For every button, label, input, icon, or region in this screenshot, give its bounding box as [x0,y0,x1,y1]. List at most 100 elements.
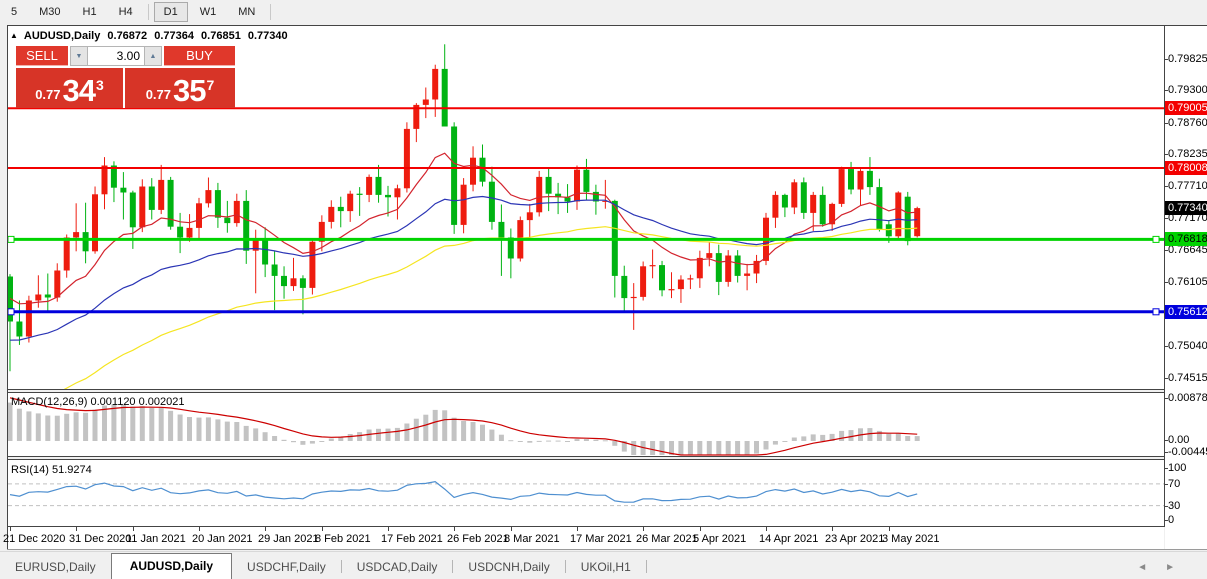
hline-price-label-red: 0.79005 [1165,101,1207,115]
candle-body [186,227,193,238]
candle-body [696,257,703,279]
candle-body [337,206,344,212]
rsi-panel[interactable] [8,460,1164,526]
macd-indicator-label: MACD(12,26,9) 0.001120 0.002021 [11,396,185,408]
macd-bar [262,432,268,441]
timeframe-button-5[interactable]: 5 [11,6,18,18]
macd-bar [678,441,684,455]
timeframe-button-m30[interactable]: M30 [39,6,61,18]
line-handle[interactable] [8,235,15,243]
candle-body [848,169,854,190]
candle-body [659,265,665,291]
candle-body [536,176,543,213]
macd-bar [319,441,325,442]
candle-body [35,294,42,301]
tab-ukoil-h1[interactable]: UKOil,H1 [580,560,631,574]
ohlc-low: 0.76851 [201,30,241,42]
toolbar-separator [270,4,272,20]
tab-usdchf-daily[interactable]: USDCHF,Daily [247,560,326,574]
timeframe-button-w1[interactable]: W1 [199,6,217,18]
macd-bar [914,436,920,441]
hline-price-label-blue: 0.75612 [1165,305,1207,319]
chart-tab-bar: EURUSD,Daily AUDUSD,Daily USDCHF,Daily USDC… [0,551,1207,579]
bid-price[interactable]: 0.77 34 3 [16,68,123,108]
price-axis-label: 0.76105 [1168,276,1207,288]
tab-usdcad-daily[interactable]: USDCAD,Daily [356,560,438,574]
sell-button[interactable]: SELL [16,46,68,66]
candle-body [63,237,70,271]
macd-bar [687,441,693,455]
macd-bar [527,441,533,443]
candle-body [299,278,306,288]
macd-axis-label: 0.008782 [1168,392,1207,404]
tab-usdcnh-daily[interactable]: USDCNH,Daily [468,560,550,574]
macd-bar [536,440,542,442]
macd-bar [281,439,287,441]
candle-body [895,192,902,237]
collapse-panel-icon[interactable]: ▲ [10,31,18,40]
line-handle[interactable] [8,308,15,316]
timeframe-button-d1[interactable]: D1 [153,2,188,22]
macd-bar [54,415,60,441]
candle-body [366,176,373,195]
candle-body [214,190,221,218]
candlestick-chart[interactable] [8,26,1164,389]
volume-input[interactable]: 3.00 [88,46,144,66]
macd-bar [659,441,665,455]
rsi-axis-tick [1164,484,1168,485]
timeframe-button-h4[interactable]: H4 [118,6,133,18]
date-axis-label: 21 Dec 2020 [3,533,66,545]
macd-bar [139,406,145,441]
volume-decrease-icon[interactable]: ▼ [70,46,88,66]
candle-body [205,190,212,204]
macd-bar [413,418,419,441]
macd-chart[interactable] [8,393,1164,456]
ma-slow-line [63,226,918,389]
candle-body [621,275,628,299]
tab-scroll-right-icon[interactable]: ► [1165,562,1193,573]
tab-scroll-left-icon[interactable]: ◄ [1137,562,1166,573]
tab-eurusd-daily[interactable]: EURUSD,Daily [15,560,96,574]
macd-bar [376,428,381,441]
price-axis-tick [1164,346,1168,347]
macd-bar [300,441,306,445]
candle-body [356,193,363,195]
timeframe-button-h1[interactable]: H1 [82,6,97,18]
ask-price[interactable]: 0.77 35 7 [125,68,235,108]
candle-body [252,238,259,251]
macd-bar [565,441,570,442]
rsi-border-top [7,459,1165,460]
rsi-indicator-label: RSI(14) 51.9274 [11,464,92,476]
volume-increase-icon[interactable]: ▲ [144,46,162,66]
macd-bar [886,433,892,441]
rsi-chart[interactable] [8,460,1164,526]
line-handle[interactable] [1152,308,1160,316]
macd-signal-line [9,397,918,456]
macd-bar [867,428,873,441]
candle-body [243,200,250,251]
macd-splitter-top[interactable] [7,389,1165,390]
macd-bar [35,413,41,441]
chart-symbol-label: AUDUSD,Daily [23,30,101,42]
macd-bar [791,437,797,441]
candle-body [649,265,656,267]
line-handle[interactable] [1152,235,1160,243]
candle-body [120,187,127,193]
macd-bar [461,421,467,441]
buy-button[interactable]: BUY [164,46,235,66]
price-axis-label: 0.75040 [1168,340,1207,352]
macd-bar [328,438,334,441]
candle-body [129,192,136,228]
macd-bar [763,441,769,450]
candle-body [498,221,505,238]
candle-body [564,197,571,202]
macd-bar [706,441,712,455]
tab-audusd-daily[interactable]: AUDUSD,Daily [110,553,233,579]
candle-body [309,241,316,288]
timeframe-button-mn[interactable]: MN [238,6,256,18]
timeframe-toolbar: 5 M30 H1 H4 D1 W1 MN [0,0,1207,24]
macd-bar [309,441,315,444]
ask-price-base: 0.77 [145,87,172,102]
macd-axis-label: 0.00 [1168,434,1190,446]
candle-body [876,187,883,230]
